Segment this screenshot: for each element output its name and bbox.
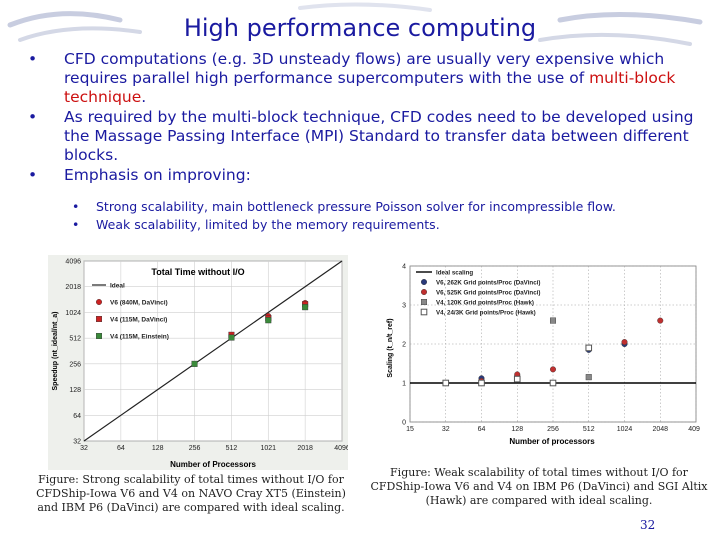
- data-point: [191, 360, 198, 367]
- bullet-dot-icon: •: [28, 166, 38, 184]
- weak-scalability-chart: 15 32 64 128 256 512 1024 2048 4096 0 1 2 3 4 Ideal s…: [384, 258, 700, 450]
- y-tick-label: 0: [402, 420, 406, 427]
- x-axis-label: Number of processors: [509, 437, 595, 446]
- bullet-dot-icon: •: [28, 50, 38, 68]
- bullet-text: CFD computations (e.g. 3D unsteady flows…: [64, 50, 665, 87]
- left-figure-caption: Figure: Strong scalability of total time…: [36, 473, 346, 514]
- data-point: [549, 366, 556, 373]
- bullet-item: • As required by the multi-block techniqu…: [28, 108, 708, 165]
- y-tick-label: 4096: [65, 259, 81, 266]
- sub-bullet-item: • Weak scalability, limited by the memory…: [72, 216, 712, 234]
- x-tick-label: 256: [547, 426, 559, 433]
- ideal-line: [83, 260, 343, 442]
- y-tick-label: 32: [73, 439, 81, 446]
- legend-label: V6, 525K Grid points/Proc (DaVinci): [436, 290, 540, 297]
- legend-label: V4 (115M, Einstein): [110, 334, 169, 341]
- y-tick-label: 128: [69, 387, 81, 394]
- bullet-text: Emphasis on improving:: [64, 166, 251, 184]
- sub-bullet-item: • Strong scalability, main bottleneck pre…: [72, 198, 712, 216]
- chart-title: Total Time without I/O: [151, 267, 244, 277]
- right-figure-caption: Figure: Weak scalability of total times …: [370, 466, 708, 507]
- legend-marker-icon: [421, 279, 428, 286]
- legend-marker-icon: [421, 299, 428, 306]
- bullet-dot-icon: •: [72, 217, 80, 232]
- y-tick-label: 2018: [65, 284, 81, 291]
- data-point: [621, 339, 628, 346]
- data-point: [265, 317, 272, 324]
- y-axis-label: Speedup (nt_ideal/nt_a): [52, 312, 59, 391]
- x-tick-label: 32: [442, 426, 450, 433]
- y-tick-label: 64: [73, 413, 81, 420]
- x-axis-label: Number of Processors: [170, 460, 256, 469]
- data-point: [478, 379, 485, 387]
- data-point: [513, 375, 521, 383]
- legend-label: V4, 120K Grid points/Proc (Hawk): [436, 300, 534, 307]
- sub-bullet-text: Strong scalability, main bottleneck pres…: [96, 199, 616, 214]
- bullet-text-end: .: [141, 88, 147, 106]
- legend-label: Ideal: [110, 283, 125, 290]
- y-axis-label: Scaling (t_n/t_ref): [387, 318, 394, 377]
- y-tick-label: 256: [69, 361, 81, 368]
- x-tick-label: 4096: [334, 445, 348, 452]
- data-point: [585, 374, 592, 381]
- legend-marker-icon: [421, 289, 428, 296]
- data-point: [585, 344, 593, 352]
- bullet-item: • CFD computations (e.g. 3D unsteady flow…: [28, 50, 708, 107]
- legend-label: V4, 24/3K Grid points/Proc (Hawk): [436, 310, 536, 317]
- data-point: [657, 317, 664, 324]
- y-tick-label: 1: [402, 381, 406, 388]
- x-tick-label: 64: [117, 445, 125, 452]
- slide-title: High performance computing: [183, 14, 537, 42]
- x-tick-label: 1021: [260, 445, 276, 452]
- bullet-item: • Emphasis on improving:: [28, 166, 708, 185]
- bullet-dot-icon: •: [28, 108, 38, 126]
- bullet-text: As required by the multi-block technique…: [64, 108, 694, 164]
- legend-marker-icon: [96, 316, 103, 323]
- x-tick-label: 512: [226, 445, 238, 452]
- x-tick-label: 2018: [297, 445, 313, 452]
- bullet-dot-icon: •: [72, 199, 80, 214]
- legend-label: V6, 262K Grid points/Proc (DaVinci): [436, 280, 540, 287]
- x-tick-label: 256: [189, 445, 201, 452]
- y-tick-label: 2: [402, 342, 406, 349]
- data-point: [442, 379, 450, 387]
- strong-scalability-chart: 32 64 128 256 512 1021 2018 4096 32 64 128 256 512 10…: [48, 255, 348, 470]
- legend-marker-icon: [96, 332, 103, 339]
- legend-label: V4 (115M, DaVinci): [110, 317, 167, 324]
- main-bullet-list: • CFD computations (e.g. 3D unsteady flow…: [28, 50, 708, 186]
- legend-label: V6 (840M, DaVinci): [110, 300, 168, 307]
- x-tick-label: 512: [583, 426, 595, 433]
- x-tick-label: 32: [80, 445, 88, 452]
- background-decoration: [7, 2, 703, 46]
- data-point: [228, 334, 235, 341]
- x-tick-label: 1024: [617, 426, 633, 433]
- y-tick-label: 1024: [65, 310, 81, 317]
- page-number: 32: [640, 518, 656, 532]
- data-point: [549, 317, 556, 324]
- x-tick-label: 128: [511, 426, 523, 433]
- x-tick-label: 128: [152, 445, 164, 452]
- data-point: [302, 304, 309, 311]
- x-tick-label: 4096: [688, 426, 700, 433]
- x-tick-label: 2048: [652, 426, 668, 433]
- sub-bullet-list: • Strong scalability, main bottleneck pre…: [72, 198, 712, 234]
- bullet-highlight: multi-block technique: [64, 69, 676, 106]
- x-tick-label: 64: [478, 426, 486, 433]
- y-tick-label: 4: [402, 264, 406, 271]
- legend-label: Ideal scaling: [436, 270, 473, 277]
- legend-marker-icon: [420, 308, 428, 316]
- data-point: [549, 379, 557, 387]
- y-tick-label: 512: [69, 336, 81, 343]
- sub-bullet-text: Weak scalability, limited by the memory …: [96, 217, 440, 232]
- y-tick-label: 3: [402, 303, 406, 310]
- legend-marker-icon: [96, 299, 103, 306]
- x-tick-label: 15: [406, 426, 414, 433]
